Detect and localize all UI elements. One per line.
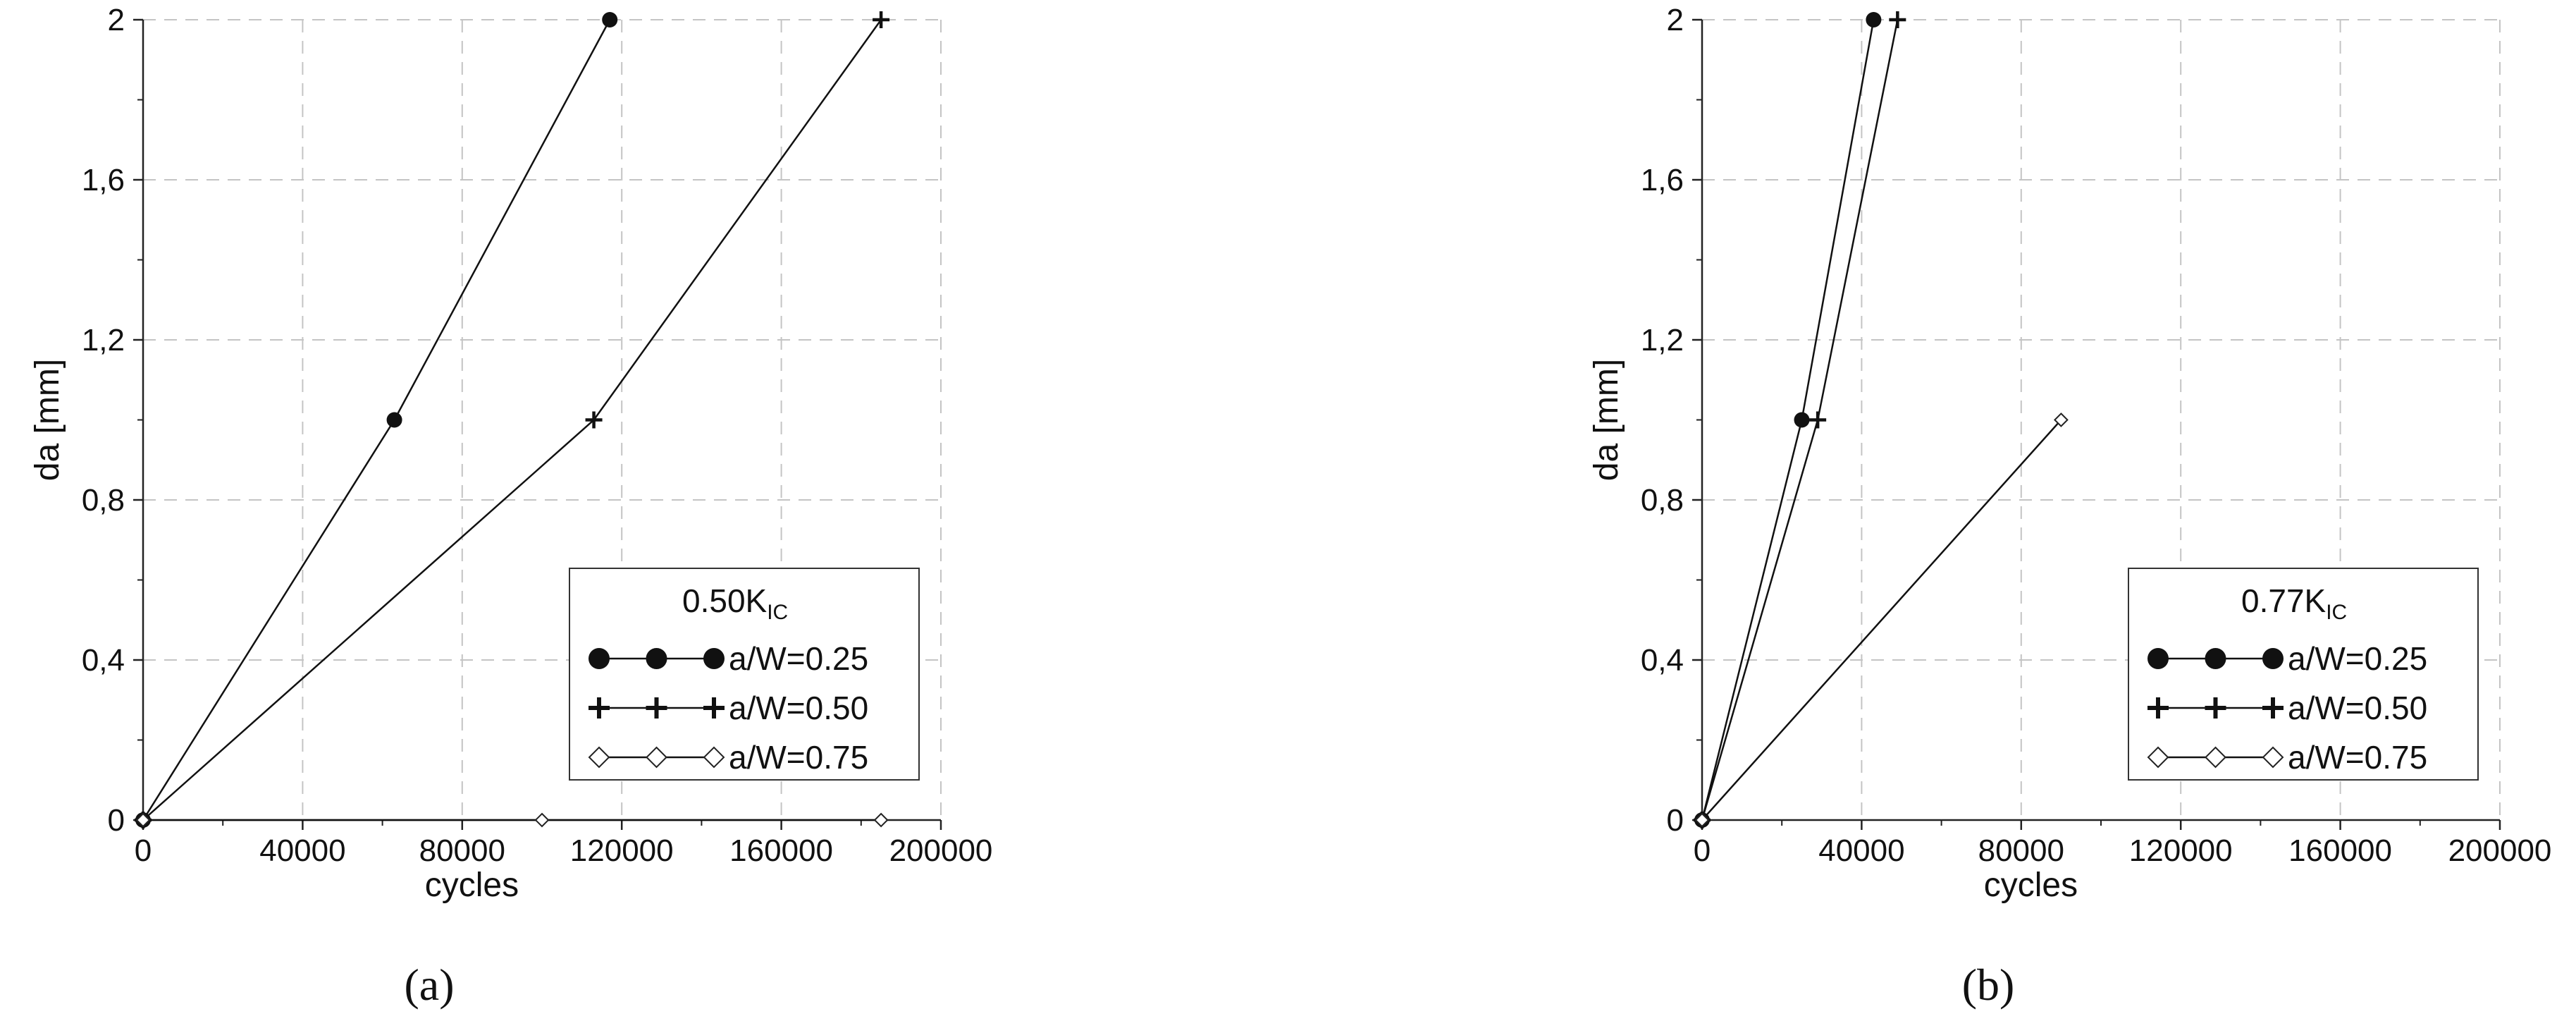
x-tick-label: 40000 — [259, 833, 345, 868]
point-diamond-marker — [2262, 746, 2284, 769]
legend-box — [2128, 568, 2479, 781]
series-filled-circle — [135, 12, 618, 828]
point-diamond-marker — [1694, 812, 1710, 828]
point-plus-marker — [585, 411, 603, 429]
x-tick-label: 0 — [135, 833, 152, 868]
y-tick-label: 0 — [1667, 803, 1684, 838]
x-tick-label: 120000 — [570, 833, 674, 868]
point-plus-marker — [2262, 697, 2284, 719]
x-tick-label: 200000 — [2448, 833, 2552, 868]
x-axis-label: cycles — [425, 867, 519, 904]
point-diamond-marker — [2053, 412, 2069, 427]
y-tick-label: 1,6 — [82, 163, 125, 197]
x-tick-label: 80000 — [1978, 833, 2064, 868]
panel-label: (a) — [404, 960, 454, 1010]
point-diamond-marker — [588, 746, 610, 769]
legend-title: 0.77KIC — [2241, 582, 2347, 624]
legend-title: 0.50KIC — [682, 582, 788, 624]
x-tick-label: 120000 — [2129, 833, 2233, 868]
series-open-diamond — [1694, 412, 2069, 828]
y-tick-label: 0 — [108, 803, 125, 838]
legend-entry-label: a/W=0.25 — [2288, 640, 2427, 677]
y-tick-label: 2 — [108, 3, 125, 37]
point-plus-marker — [2147, 697, 2169, 719]
point-circle-marker — [703, 648, 725, 669]
point-circle-marker — [1794, 412, 1810, 428]
legend: 0.50KIC a/W=0.25 a/W=0.50 a/W=0.75 — [569, 568, 920, 781]
point-plus-marker — [703, 697, 725, 719]
y-tick-label: 0,8 — [1641, 483, 1684, 518]
point-circle-marker — [2205, 648, 2226, 669]
point-plus-marker — [588, 697, 610, 719]
x-tick-label: 160000 — [2288, 833, 2392, 868]
point-diamond-marker — [2147, 746, 2169, 769]
point-plus-marker — [646, 697, 667, 719]
x-tick-label: 40000 — [1818, 833, 1904, 868]
point-diamond-marker — [646, 746, 667, 769]
point-plus-marker — [1809, 411, 1827, 429]
legend-title-subscript: IC — [767, 601, 788, 624]
series-line — [142, 19, 611, 821]
y-tick-label: 1,2 — [82, 323, 125, 357]
legend-box — [569, 568, 920, 781]
chart-panel-b: 0 40000 80000 120000 160000 200000 0 0,4 0,8 1,2 1… — [1588, 3, 2551, 1010]
legend-entry-label: a/W=0.75 — [729, 739, 868, 776]
legend-entry-label: a/W=0.50 — [729, 690, 868, 726]
legend-entry-label: a/W=0.75 — [2288, 739, 2427, 776]
point-circle-marker — [602, 12, 618, 27]
y-tick-label: 2 — [1667, 3, 1684, 37]
point-diamond-marker — [135, 812, 151, 828]
point-circle-marker — [2262, 648, 2284, 669]
x-tick-label: 80000 — [419, 833, 505, 868]
legend-title-main: 0.50K — [682, 582, 768, 619]
y-axis-label: da [mm] — [1588, 359, 1625, 481]
point-circle-marker — [386, 412, 402, 428]
point-plus-marker — [1889, 11, 1906, 28]
point-circle-marker — [1866, 12, 1882, 27]
point-plus-marker — [2205, 697, 2226, 719]
point-diamond-marker — [703, 746, 725, 769]
legend: 0.77KIC a/W=0.25 a/W=0.50 a/W=0.75 — [2128, 568, 2479, 781]
y-tick-label: 1,2 — [1641, 323, 1684, 357]
point-circle-marker — [646, 648, 667, 669]
point-diamond-marker — [873, 812, 889, 828]
y-axis-label: da [mm] — [29, 359, 66, 481]
point-circle-marker — [2147, 648, 2169, 669]
x-tick-label: 0 — [1694, 833, 1711, 868]
y-tick-label: 0,8 — [82, 483, 125, 518]
series-filled-circle — [1694, 12, 1882, 828]
x-axis-label: cycles — [1984, 867, 2078, 904]
x-tick-label: 200000 — [889, 833, 993, 868]
chart-panel-a: 0 40000 80000 120000 160000 200000 0 0,4 0,8 1,2 1… — [29, 3, 992, 1010]
legend-title-main: 0.77K — [2241, 582, 2327, 619]
point-circle-marker — [588, 648, 610, 669]
panel-label: (b) — [1962, 960, 2015, 1010]
series-line — [1701, 419, 2062, 821]
y-tick-label: 1,6 — [1641, 163, 1684, 197]
point-diamond-marker — [2205, 746, 2226, 769]
point-diamond-marker — [534, 812, 550, 828]
legend-entry-label: a/W=0.50 — [2288, 690, 2427, 726]
series-line — [1701, 19, 1875, 821]
series-open-diamond — [135, 812, 889, 828]
point-plus-marker — [873, 11, 890, 28]
x-tick-label: 160000 — [729, 833, 833, 868]
y-tick-label: 0,4 — [1641, 643, 1684, 678]
y-tick-label: 0,4 — [82, 643, 125, 678]
legend-title-subscript: IC — [2326, 601, 2347, 624]
legend-entry-label: a/W=0.25 — [729, 640, 868, 677]
